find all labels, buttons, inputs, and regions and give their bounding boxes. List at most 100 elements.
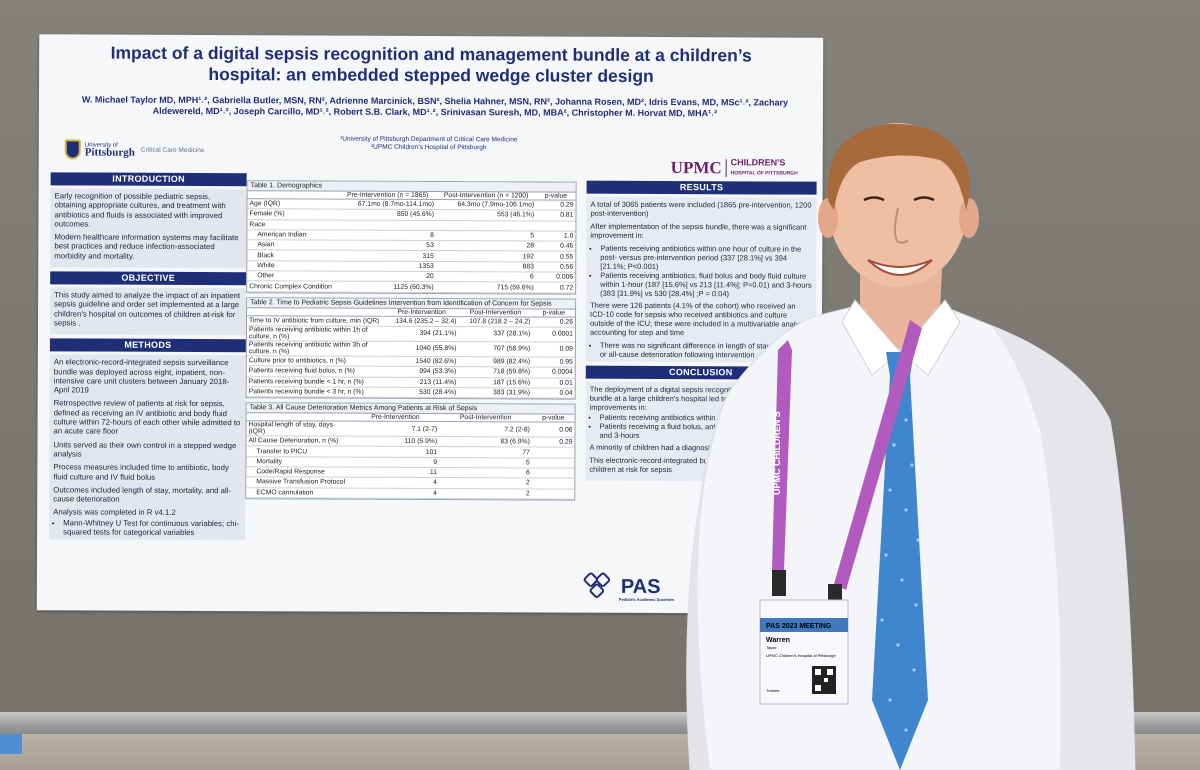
table-cell: 0.29 xyxy=(531,437,575,448)
table-cell: 53 xyxy=(339,240,436,252)
table1-header: Pre-Intervention (n = 1865) xyxy=(339,191,437,200)
table-cell: 7.1 (2-7) xyxy=(351,421,440,437)
table-cell: 134.6 (235.2 – 32.4) xyxy=(384,315,459,327)
badge-surname: Taylor xyxy=(766,645,777,650)
table-cell: American Indian xyxy=(247,229,340,241)
table-cell xyxy=(531,488,575,500)
table-cell: Black xyxy=(247,250,340,261)
table-cell: 850 (45.6%) xyxy=(339,209,437,221)
introduction-section: Early recognition of possible pediatric … xyxy=(50,188,247,269)
table-cell: 0.0001 xyxy=(532,326,575,343)
table-row: Chronic Complex Condition 1125 (60.3%) 715… xyxy=(247,281,576,293)
table-cell xyxy=(339,219,436,231)
poster-tables-column: Table 1. Demographics Pre-Intervention (… xyxy=(245,180,577,504)
table-cell: 0.06 xyxy=(531,422,575,438)
presenter-person: UPMC CHILDREN'S PAS 2023 MEETING Warren … xyxy=(686,123,1136,770)
table-time-to-intervention: Table 2. Time to Pediatric Sepsis Guidel… xyxy=(245,296,577,400)
table-cell: Age (IQR) xyxy=(247,198,340,210)
affiliation-2: ²UPMC Children’s Hospital of Pittsburgh xyxy=(371,143,487,152)
table-cell: 1.0 xyxy=(536,230,576,242)
name-badge: PAS 2023 MEETING Warren Taylor UPMC Chil… xyxy=(759,599,849,705)
poster-affiliations: ¹University of Pittsburgh Department of … xyxy=(239,135,619,153)
pitt-logo-line2: Pittsburgh xyxy=(84,146,135,159)
table-cell: 0.006 xyxy=(535,272,576,283)
table-row: Patients receiving antibiotic within 1h … xyxy=(246,325,575,343)
methods-p1: An electronic-record-integrated sepsis s… xyxy=(53,357,230,395)
table2-header: p-value xyxy=(532,309,576,317)
lanyard-text: UPMC CHILDREN'S xyxy=(772,411,782,495)
table-cell: 1540 (82.6%) xyxy=(384,356,459,367)
table-cell: Female (%) xyxy=(247,208,340,220)
table-cell: All Cause Deterioration, n (%) xyxy=(246,435,352,447)
table-cell: 0.56 xyxy=(535,261,576,273)
table-cell: 5 xyxy=(438,457,532,468)
table-cell xyxy=(531,467,575,479)
table-cell: 28 xyxy=(435,240,537,252)
table-cell: 192 xyxy=(435,251,536,262)
table-cell: 83 (6.9%) xyxy=(439,436,532,448)
methods-p5: Outcomes included length of stay, mortal… xyxy=(53,485,232,504)
table-cell: 337 (28.1%) xyxy=(458,326,533,342)
table-cell: Transfer to PICU xyxy=(246,446,352,457)
pitt-shield-icon xyxy=(64,139,81,160)
table-cell: 7.2 (2-8) xyxy=(439,421,532,438)
table1-header: p-value xyxy=(536,192,576,201)
table-cell: 0.55 xyxy=(535,251,576,262)
table-deterioration-metrics: Table 3. All Cause Deterioration Metrics… xyxy=(245,402,576,501)
face xyxy=(828,123,968,287)
objective-section: This study aimed to analyze the impact o… xyxy=(49,287,247,336)
pitt-wordmark: University of Pittsburgh xyxy=(84,142,135,159)
table-cell xyxy=(531,478,575,489)
table-cell xyxy=(531,457,575,469)
table-cell: 883 xyxy=(435,261,536,273)
hair xyxy=(827,123,970,210)
pitt-logo-sub: Critical Care Medicine xyxy=(140,146,205,154)
table-cell: 11 xyxy=(351,467,439,478)
table-cell: 64.3mo (7.9mo-106.1mo) xyxy=(436,199,537,211)
table-row: Patients receiving antibiotic within 3h … xyxy=(246,340,575,358)
table-cell: Culture prior to antibiotics, n (%) xyxy=(246,355,385,367)
table-cell: 5 xyxy=(435,230,537,242)
objective-heading: OBJECTIVE xyxy=(50,271,247,286)
left-eye xyxy=(863,196,885,202)
table-cell: 530 (28.4%) xyxy=(384,387,459,398)
table-cell: 0.0004 xyxy=(532,367,575,378)
floor-marker xyxy=(0,734,22,754)
table-cell: 8 xyxy=(339,229,436,241)
table-cell: 0.72 xyxy=(535,282,576,293)
left-arm-shadow xyxy=(686,390,730,770)
table-cell: Patients receiving antibiotic within 1h … xyxy=(246,325,385,342)
shirt-shadow xyxy=(990,325,1135,770)
methods-section: An electronic-record-integrated sepsis s… xyxy=(49,354,246,541)
table-cell: Patients receiving bundle < 1 hr, n (%) xyxy=(246,376,385,388)
smile xyxy=(867,259,933,276)
table-cell: 0.26 xyxy=(532,316,576,328)
table-cell: 383 (31.9%) xyxy=(458,387,533,399)
table-cell: 989 (82.4%) xyxy=(458,356,533,368)
table-cell: Other xyxy=(247,270,340,282)
table-cell: 213 (11.4%) xyxy=(384,376,459,388)
table-cell: 0.95 xyxy=(532,356,575,368)
table-cell: 2 xyxy=(438,488,532,499)
table3-header: p-value xyxy=(531,414,575,423)
table-cell: 101 xyxy=(351,446,440,458)
badge-meeting: PAS 2023 MEETING xyxy=(766,623,832,630)
lanyard-right xyxy=(834,320,922,590)
table-cell: 994 (53.3%) xyxy=(384,366,459,378)
table-row: Hospital length of stay, days (IQR) 7.1 (… xyxy=(246,420,575,438)
badge-name: Warren xyxy=(766,637,790,644)
table-cell: Patients receiving fluid bolus, n (%) xyxy=(246,365,385,377)
table-cell: 0.46 xyxy=(535,241,576,252)
table-cell xyxy=(531,447,575,458)
right-eye xyxy=(913,196,935,202)
table-cell: Patients receiving antibiotic within 3h … xyxy=(246,340,385,357)
table-cell: White xyxy=(247,260,340,272)
methods-heading: METHODS xyxy=(49,338,246,353)
table-cell: 0.04 xyxy=(532,387,575,399)
nose xyxy=(894,207,909,244)
table-cell: 110 (5.9%) xyxy=(351,436,440,447)
table-cell: 2 xyxy=(438,477,532,489)
table-cell xyxy=(536,220,576,232)
table-cell: 6 xyxy=(438,467,532,479)
table-cell: 715 (59.6%) xyxy=(435,281,536,293)
